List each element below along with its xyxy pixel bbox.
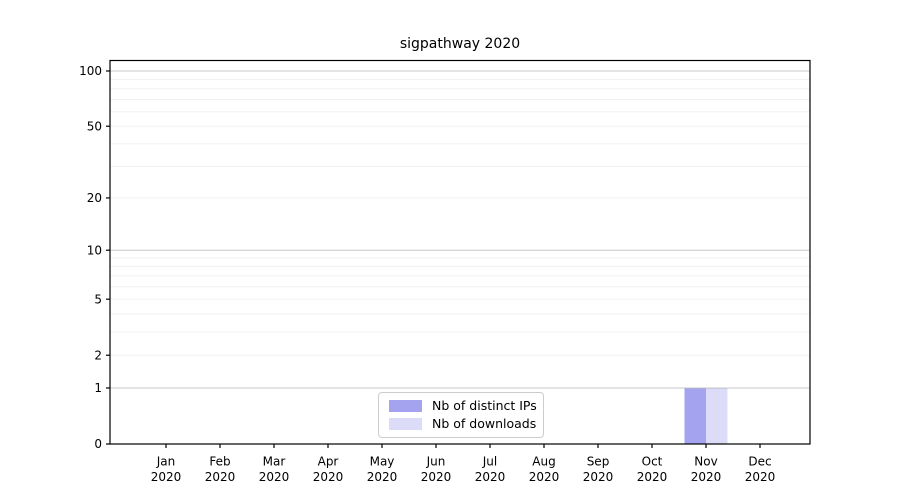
legend-label-distinct-ips: Nb of distinct IPs: [432, 398, 537, 413]
bar-nov-series-1: [706, 387, 728, 444]
x-tick-label-year: 2020: [583, 470, 614, 484]
y-tick-label: 2: [94, 348, 102, 362]
x-tick-label-month: Dec: [748, 455, 771, 469]
x-tick-label-month: Jan: [156, 455, 176, 469]
legend-label-downloads: Nb of downloads: [432, 416, 537, 431]
y-tick-label: 20: [87, 191, 102, 205]
y-tick-label: 5: [94, 292, 102, 306]
x-tick-label-year: 2020: [421, 470, 452, 484]
y-tick-label: 50: [87, 119, 102, 133]
x-tick-label-year: 2020: [151, 470, 182, 484]
x-tick-label-month: Oct: [642, 455, 663, 469]
x-tick-label-month: Feb: [209, 455, 230, 469]
legend: Nb of distinct IPs Nb of downloads: [378, 392, 544, 438]
x-tick-label-month: Nov: [694, 455, 717, 469]
x-tick-label-year: 2020: [367, 470, 398, 484]
x-tick-label-year: 2020: [205, 470, 236, 484]
legend-swatch-downloads: [389, 417, 422, 430]
y-tick-label: 10: [87, 243, 102, 257]
legend-swatch-distinct-ips: [389, 399, 422, 412]
y-tick-label: 1: [94, 381, 102, 395]
x-tick-label-year: 2020: [637, 470, 668, 484]
x-tick-label-month: Jun: [426, 455, 446, 469]
x-tick-label-month: Apr: [318, 455, 339, 469]
legend-entry-distinct-ips: Nb of distinct IPs: [389, 398, 537, 413]
x-tick-label-month: Aug: [532, 455, 555, 469]
x-tick-label-year: 2020: [691, 470, 722, 484]
x-tick-label-year: 2020: [475, 470, 506, 484]
y-tick-label: 0: [94, 437, 102, 451]
x-tick-label-month: May: [370, 455, 395, 469]
y-tick-label: 100: [79, 64, 102, 78]
x-tick-label-month: Jul: [482, 455, 497, 469]
x-tick-label-year: 2020: [745, 470, 776, 484]
x-tick-label-month: Sep: [587, 455, 610, 469]
x-tick-label-year: 2020: [529, 470, 560, 484]
bar-nov-series-0: [684, 387, 706, 444]
plot-border: [109, 59, 811, 445]
legend-entry-downloads: Nb of downloads: [389, 416, 537, 431]
x-tick-label-year: 2020: [313, 470, 344, 484]
chart-title: sigpathway 2020: [399, 36, 521, 52]
x-tick-label-year: 2020: [259, 470, 290, 484]
x-tick-label-month: Mar: [263, 455, 286, 469]
